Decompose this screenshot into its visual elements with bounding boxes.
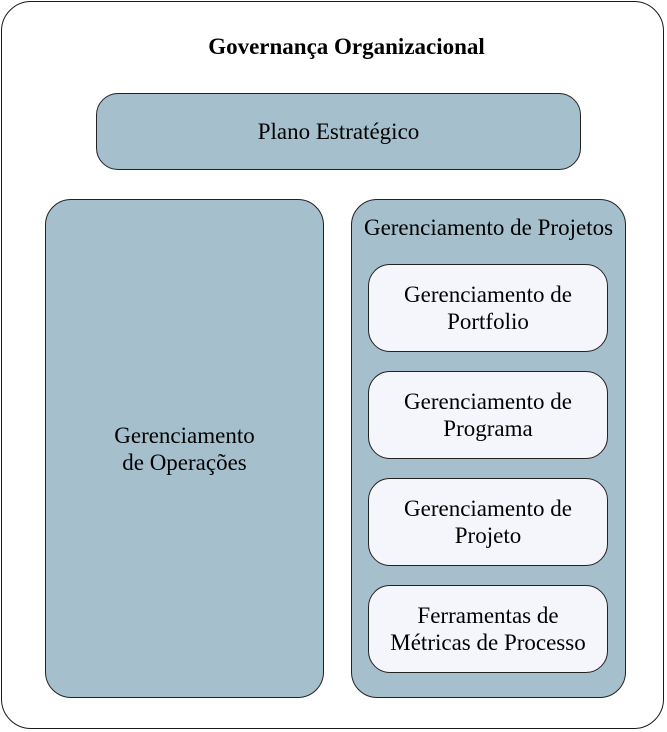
program-label-line1: Gerenciamento de xyxy=(404,389,572,414)
strategic-plan-box: Plano Estratégico xyxy=(96,93,581,170)
project-management-box: Gerenciamento de Projeto xyxy=(368,478,608,566)
process-metrics-tools-label: Ferramentas de Métricas de Processo xyxy=(390,602,585,656)
metrics-label-line1: Ferramentas de xyxy=(417,603,559,628)
metrics-label-line2: Métricas de Processo xyxy=(390,630,586,655)
diagram-title: Governança Organizacional xyxy=(208,34,485,59)
strategic-plan-label: Plano Estratégico xyxy=(257,119,420,144)
portfolio-label-line1: Gerenciamento de xyxy=(404,282,572,307)
operations-management-label: Gerenciamento de Operações xyxy=(114,422,254,476)
project-management-label: Gerenciamento de Projeto xyxy=(404,495,572,549)
operations-management-box: Gerenciamento de Operações xyxy=(45,199,324,698)
portfolio-label-line2: Portfolio xyxy=(447,309,529,334)
program-management-box: Gerenciamento de Programa xyxy=(368,371,608,459)
process-metrics-tools-box: Ferramentas de Métricas de Processo xyxy=(368,585,608,673)
program-label-line2: Programa xyxy=(443,416,533,441)
operations-label-line1: Gerenciamento xyxy=(114,422,255,448)
program-management-label: Gerenciamento de Programa xyxy=(404,388,572,442)
portfolio-management-box: Gerenciamento de Portfolio xyxy=(368,264,608,352)
portfolio-management-label: Gerenciamento de Portfolio xyxy=(404,281,572,335)
project-label-line2: Projeto xyxy=(454,523,522,548)
projects-management-label: Gerenciamento de Projetos xyxy=(363,215,614,240)
operations-label-line2: de Operações xyxy=(122,449,247,475)
project-label-line1: Gerenciamento de xyxy=(404,496,572,521)
